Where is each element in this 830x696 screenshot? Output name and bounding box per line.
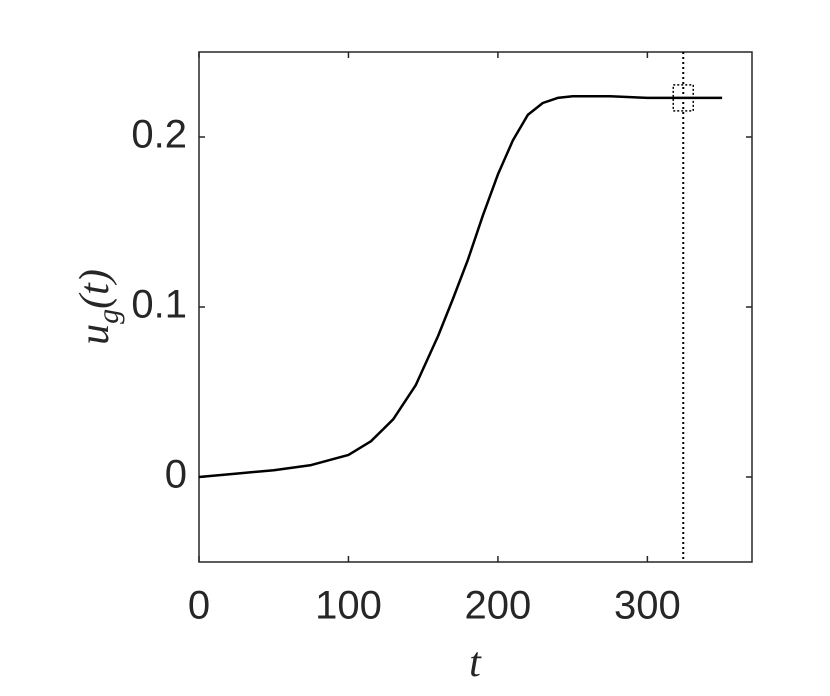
y-tick-label: 0.1 <box>131 283 187 327</box>
marker-box <box>672 84 694 112</box>
x-tick-label: 200 <box>465 584 532 628</box>
y-label-sub: g <box>92 309 125 324</box>
x-tick-label: 0 <box>188 584 210 628</box>
y-tick-label: 0.2 <box>131 113 187 157</box>
plot-frame <box>198 51 753 563</box>
y-label-base: u <box>72 324 118 345</box>
x-axis-label: t <box>469 640 482 686</box>
x-tick-label: 300 <box>614 584 681 628</box>
y-axis-label: ug(t) <box>72 269 125 345</box>
line <box>198 94 723 479</box>
x-tick-label: 100 <box>315 584 382 628</box>
y-label-rest: (t) <box>72 269 118 309</box>
y-tick-label: 0 <box>165 453 187 497</box>
